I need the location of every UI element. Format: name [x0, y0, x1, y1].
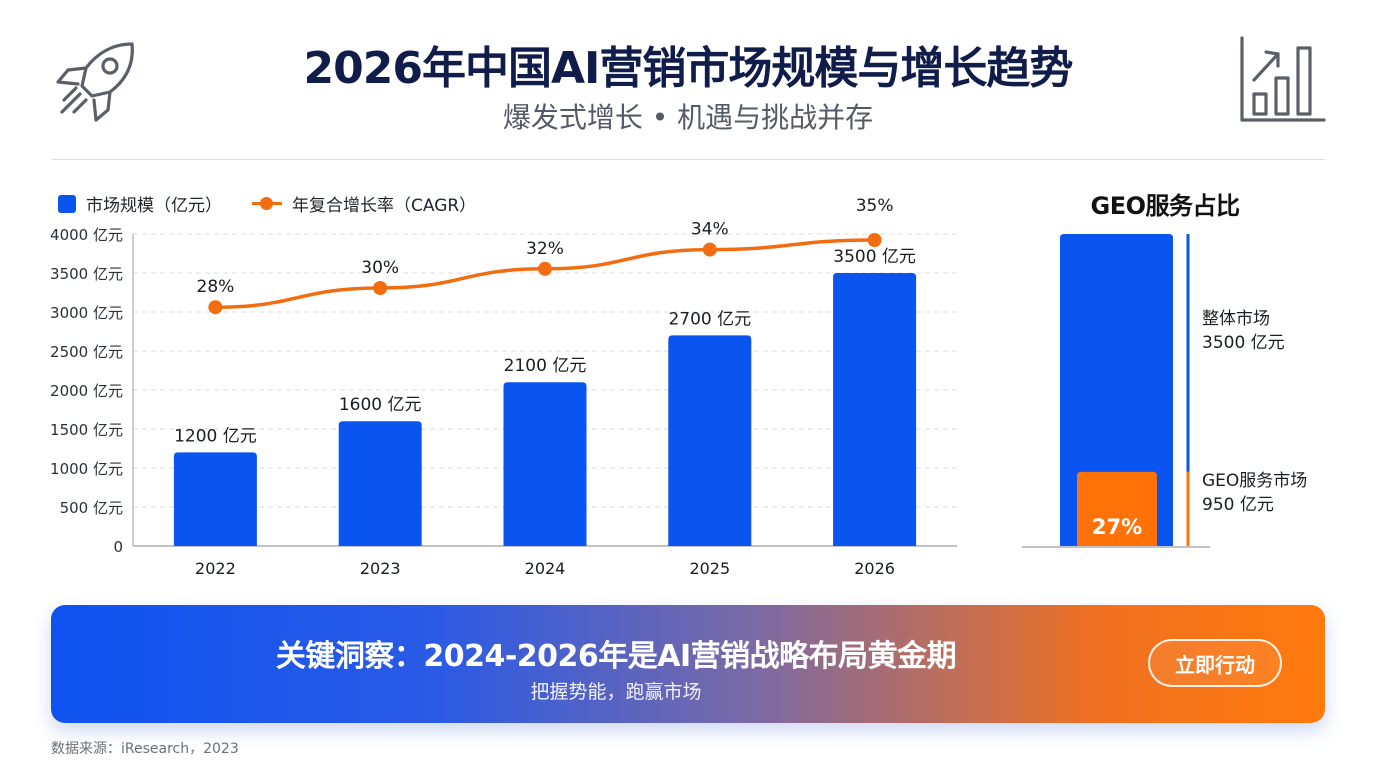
cagr-point [538, 261, 552, 276]
cagr-point [373, 281, 388, 295]
x-tick-label: 2024 [525, 559, 566, 578]
y-tick-label: 0 [113, 538, 123, 556]
y-tick-label: 500 亿元 [60, 499, 123, 517]
data-source: 数据来源：iResearch，2023 [51, 741, 239, 757]
header-divider [52, 159, 1325, 160]
y-tick-label: 2500 亿元 [50, 343, 123, 361]
total-market-bar [1060, 234, 1173, 546]
geo-chart-title: GEO服务占比 [1090, 192, 1241, 220]
cagr-point [208, 300, 223, 315]
geo-percent-label: 27% [1092, 515, 1142, 539]
bar [833, 273, 917, 546]
x-tick-label: 2022 [195, 559, 236, 578]
legend-item-market-size: 市场规模（亿元） [58, 191, 222, 216]
cagr-value-label: 30% [361, 258, 399, 278]
bar [173, 452, 257, 546]
legend-label-market-size: 市场规模（亿元） [86, 196, 222, 216]
cagr-value-label: 28% [197, 277, 235, 297]
y-tick-label: 4000 亿元 [50, 226, 123, 244]
page-title: 2026年中国AI营销市场规模与增长趋势 [303, 43, 1074, 94]
bar [338, 421, 422, 546]
cagr-point [867, 233, 882, 247]
bar [668, 335, 752, 546]
legend-bar-swatch [58, 194, 76, 213]
bar-value-label: 1200 亿元 [174, 426, 257, 446]
geo-share-chart: 27% 整体市场 3500 亿元 GEO服务市场 950 亿元 [1022, 234, 1307, 548]
cagr-value-label: 34% [691, 220, 729, 240]
bar-value-label: 3500 亿元 [833, 247, 916, 267]
cagr-point [702, 242, 717, 257]
geo-market-label: GEO服务市场 [1202, 471, 1307, 491]
insight-subtitle: 把握势能，跑赢市场 [530, 681, 702, 703]
rocket-icon [56, 42, 134, 122]
total-market-label: 整体市场 [1202, 309, 1270, 329]
total-market-label: 3500 亿元 [1202, 333, 1285, 353]
bar [503, 382, 587, 546]
cagr-value-label: 35% [856, 196, 894, 216]
y-tick-label: 1500 亿元 [50, 421, 123, 439]
page-subtitle: 爆发式增长 • 机遇与挑战并存 [502, 101, 874, 134]
bar-value-label: 2100 亿元 [504, 356, 587, 376]
cagr-value-label: 32% [526, 239, 564, 259]
market-size-chart: 0 500 亿元 1000 亿元 1500 亿元 2000 亿元 2500 亿元 3000 … [50, 196, 957, 578]
x-tick-label: 2023 [360, 559, 401, 578]
bar-chart-growth-icon [1240, 36, 1326, 122]
legend-label-cagr: 年复合增长率（CAGR） [292, 196, 477, 216]
insight-banner: 关键洞察：2024-2026年是AI营销战略布局黄金期 把握势能，跑赢市场 立即… [51, 605, 1325, 723]
legend-line-swatch [252, 197, 282, 210]
x-tick-label: 2026 [854, 559, 895, 578]
x-tick-label: 2025 [689, 559, 730, 578]
take-action-button[interactable]: 立即行动 [1148, 639, 1282, 687]
y-tick-label: 3500 亿元 [50, 265, 123, 283]
geo-market-label: 950 亿元 [1202, 495, 1274, 515]
legend-item-cagr: 年复合增长率（CAGR） [252, 191, 476, 216]
bar-value-label: 1600 亿元 [339, 395, 422, 415]
insight-title: 关键洞察：2024-2026年是AI营销战略布局黄金期 [275, 639, 957, 674]
geo-market-bar [1077, 471, 1157, 546]
y-tick-label: 1000 亿元 [50, 460, 123, 478]
y-tick-label: 2000 亿元 [50, 382, 123, 400]
y-tick-label: 3000 亿元 [50, 304, 123, 322]
bar-value-label: 2700 亿元 [668, 309, 751, 329]
chart-legend: 市场规模（亿元） 年复合增长率（CAGR） [58, 191, 506, 216]
